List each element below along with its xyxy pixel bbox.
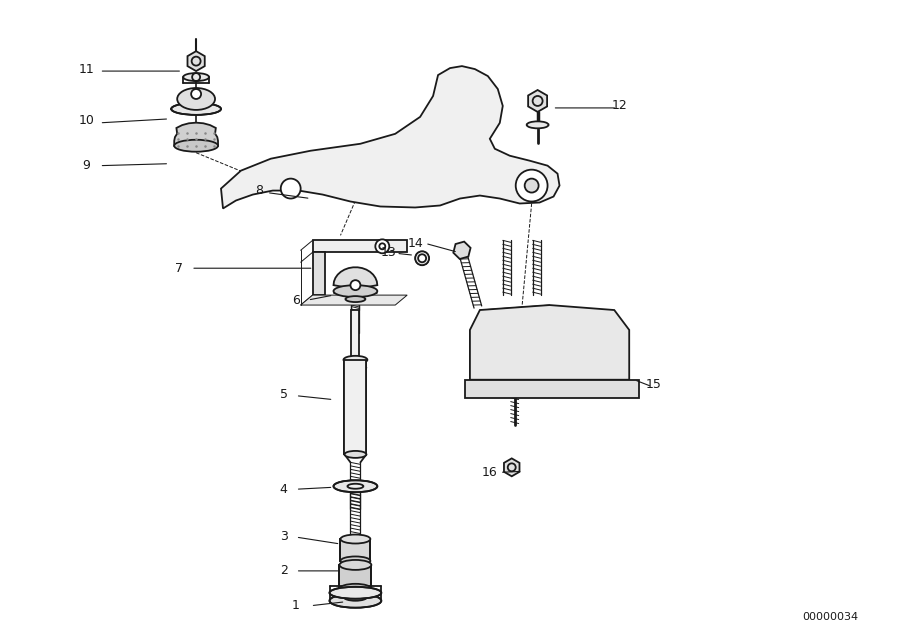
Polygon shape [528,90,547,112]
Text: 13: 13 [381,246,396,259]
Polygon shape [470,305,629,380]
Polygon shape [301,295,407,305]
Ellipse shape [175,140,218,152]
Bar [351,310,359,360]
Circle shape [191,89,201,99]
Ellipse shape [339,560,372,570]
Polygon shape [454,241,471,259]
Text: 00000034: 00000034 [802,612,859,622]
Text: 12: 12 [611,100,627,112]
Ellipse shape [334,285,377,297]
Text: 4: 4 [280,483,288,496]
Ellipse shape [344,356,367,364]
Text: 6: 6 [292,293,300,307]
Ellipse shape [415,251,429,265]
Bar [340,539,370,561]
Ellipse shape [184,73,209,81]
Circle shape [350,280,360,290]
Polygon shape [504,458,519,476]
Text: 5: 5 [280,388,288,401]
Circle shape [525,178,538,192]
Ellipse shape [340,556,370,565]
Ellipse shape [329,587,382,599]
Bar [345,360,366,455]
Ellipse shape [346,296,365,302]
Circle shape [375,239,390,253]
Circle shape [516,170,547,201]
Ellipse shape [347,484,364,489]
Polygon shape [175,123,218,146]
Ellipse shape [334,480,377,492]
Text: 3: 3 [280,530,288,542]
Text: 7: 7 [176,262,184,275]
Text: 16: 16 [482,466,498,479]
Ellipse shape [329,594,382,608]
Ellipse shape [344,593,367,601]
Text: 14: 14 [408,237,423,250]
Text: 8: 8 [255,184,263,197]
Polygon shape [187,51,204,71]
Ellipse shape [171,103,221,115]
Bar [339,565,372,589]
Text: 9: 9 [83,159,91,172]
Ellipse shape [339,584,372,594]
Ellipse shape [345,451,366,458]
Polygon shape [221,66,560,208]
Text: 11: 11 [78,63,94,76]
Ellipse shape [177,88,215,110]
Polygon shape [312,240,407,252]
Bar [465,380,639,398]
Text: 15: 15 [646,378,662,391]
Circle shape [281,178,301,199]
Polygon shape [334,267,377,293]
Polygon shape [312,252,325,295]
Text: 10: 10 [78,114,94,128]
Ellipse shape [340,535,370,544]
Ellipse shape [526,121,549,128]
Text: 1: 1 [292,599,300,612]
Circle shape [418,254,426,262]
Text: 2: 2 [280,565,288,577]
